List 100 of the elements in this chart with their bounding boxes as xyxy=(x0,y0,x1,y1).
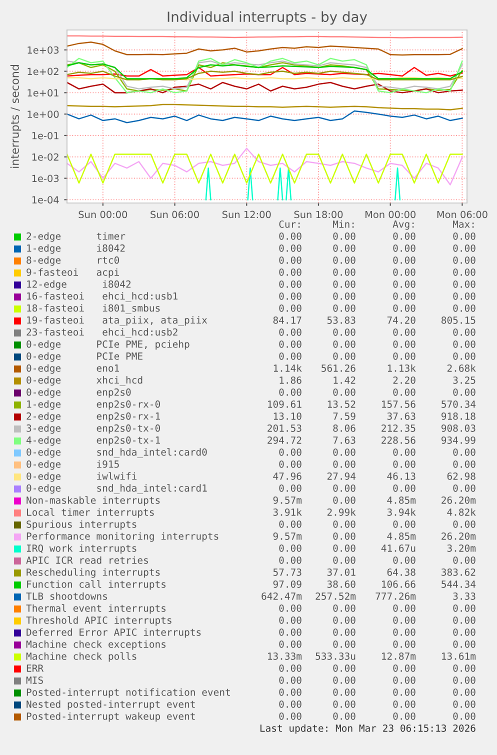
text: 157.56 xyxy=(382,400,416,408)
text: 570.34 xyxy=(442,400,476,408)
text: 0.00 xyxy=(333,280,356,288)
text: 0.00 xyxy=(333,304,356,312)
text: 0.00 xyxy=(453,304,476,312)
y-tick-label: 1e+02 xyxy=(28,68,58,76)
text: 0.00 xyxy=(393,328,416,336)
text: 0.00 xyxy=(333,244,356,252)
text: 0.00 xyxy=(279,484,302,492)
text: 0.00 xyxy=(279,256,302,264)
text: 0.00 xyxy=(333,448,356,456)
legend-label: 16-fasteoi ehci_hcd:usb1 xyxy=(27,292,178,302)
text: 0.00 xyxy=(393,712,416,720)
legend-label: ERR xyxy=(26,664,44,672)
text: 9.57m xyxy=(273,496,302,504)
text: 0.00 xyxy=(279,280,302,288)
legend-label: 8-edge rtc0 xyxy=(26,256,120,266)
legend-label: Posted-interrupt notification event xyxy=(26,688,230,698)
text: 0.00 xyxy=(393,292,416,300)
text: 0.00 xyxy=(393,388,416,396)
text: 4.82k xyxy=(447,508,476,516)
y-tick-label: 1e+03 xyxy=(28,46,59,54)
line-series xyxy=(67,70,463,80)
text: 0.00 xyxy=(453,352,476,360)
text: 0.00 xyxy=(279,520,302,528)
text: 4.85m xyxy=(387,496,416,504)
text: 805.15 xyxy=(442,316,476,324)
text: 109.61 xyxy=(268,400,302,408)
text: 212.35 xyxy=(382,424,416,432)
legend-label: IRQ work interrupts xyxy=(26,544,136,554)
text: 0.00 xyxy=(333,496,356,504)
text: 0.00 xyxy=(333,340,356,348)
text: 0.00 xyxy=(279,352,302,360)
text: 0.00 xyxy=(279,304,302,312)
legend-label: Function call interrupts xyxy=(27,580,166,590)
text: 0.00 xyxy=(333,640,356,648)
text: 642.47m xyxy=(262,592,302,600)
text: 0.00 xyxy=(453,448,476,456)
text: 0.00 xyxy=(393,280,416,288)
legend-label: 0-edge iwlwifi xyxy=(26,472,137,482)
text: 908.03 xyxy=(441,424,476,432)
text: 0.00 xyxy=(333,232,356,240)
text: 8.06 xyxy=(333,424,356,432)
text: 257.52m xyxy=(316,592,356,600)
text: 0.00 xyxy=(453,460,476,468)
text: 0.00 xyxy=(453,628,476,636)
text: 0.00 xyxy=(393,232,416,240)
text: Avg: xyxy=(392,220,414,230)
text: Min: xyxy=(332,220,354,228)
legend-label: Local timer interrupts xyxy=(27,508,154,518)
text: 0.00 xyxy=(453,280,476,288)
text: 0.00 xyxy=(279,544,302,552)
text: 0.00 xyxy=(333,292,356,300)
text: 0.00 xyxy=(333,664,356,672)
text: 26.20m xyxy=(442,532,476,540)
x-tick-label: Mon 06:00 xyxy=(437,210,488,218)
text: 0.00 xyxy=(279,556,302,564)
text: 41.67u xyxy=(381,544,416,552)
text: Max: xyxy=(452,220,474,228)
text: 3.33 xyxy=(453,592,476,600)
text: 533.33u xyxy=(316,652,356,660)
text: 0.00 xyxy=(279,676,302,684)
text: 0.00 xyxy=(453,268,476,276)
text: 0.00 xyxy=(453,664,476,672)
text: 0.00 xyxy=(279,244,302,252)
legend-label: Posted-interrupt wakeup event xyxy=(26,712,195,722)
text: 1.86 xyxy=(280,376,302,384)
text: 0.00 xyxy=(453,556,476,564)
text: 0.00 xyxy=(393,484,416,492)
text: 0.00 xyxy=(393,616,416,624)
text: 0.00 xyxy=(453,292,476,300)
text: 0.00 xyxy=(393,352,416,360)
text: 7.63 xyxy=(333,436,356,444)
line-series xyxy=(67,110,463,124)
text: 0.00 xyxy=(279,700,302,708)
text: 0.00 xyxy=(393,676,416,684)
text: 0.00 xyxy=(333,520,356,528)
legend-label: Thermal event interrupts xyxy=(26,604,166,614)
text: Last update: Mon Mar 23 06:15:13 2026 xyxy=(260,724,476,734)
x-tick-label: Sun 12:00 xyxy=(222,210,271,218)
text: 13.33m xyxy=(268,652,302,660)
text: 0.00 xyxy=(333,544,356,552)
text: Cur: xyxy=(279,220,300,228)
text: 0.00 xyxy=(453,340,476,348)
legend-label: 19-fasteoi ata_piix, ata_piix xyxy=(27,316,208,326)
text: 0.00 xyxy=(279,388,302,396)
text: 201.53 xyxy=(268,424,302,432)
text: 13.52 xyxy=(328,400,356,408)
text: 74.20 xyxy=(387,316,416,324)
line-series xyxy=(67,42,463,56)
legend-label: 18-fasteoi i801_smbus xyxy=(27,304,160,314)
text: 0.00 xyxy=(333,268,356,276)
text: 777.26m xyxy=(376,592,416,600)
text: 0.00 xyxy=(333,604,356,612)
text: 0.00 xyxy=(453,328,476,336)
text: 0.00 xyxy=(453,688,476,696)
text: 0.00 xyxy=(453,232,476,240)
legend-label: 0-edge PCIe PME, pciehp xyxy=(26,340,190,350)
text: 0.00 xyxy=(393,628,416,636)
text: 0.00 xyxy=(279,232,302,240)
